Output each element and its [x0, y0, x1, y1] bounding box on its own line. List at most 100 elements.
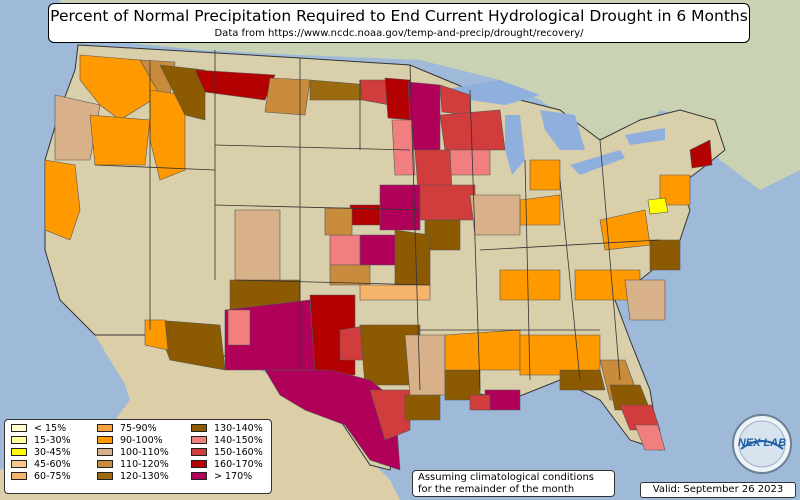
region-va [599, 209, 651, 251]
legend-column-2: 75-90% 90-100% 100-110% 110-120% 120-130… [97, 422, 169, 482]
legend-item: 130-140% [191, 422, 263, 434]
baja-land [95, 335, 170, 420]
legend-label: 110-120% [120, 458, 169, 470]
legend-item: 110-120% [97, 458, 169, 470]
legend: < 15% 15-30% 30-45% 45-60% 60-75% 75-90%… [4, 419, 272, 494]
legend-swatch [97, 424, 113, 432]
region-il-north [444, 149, 491, 176]
legend-swatch [191, 424, 207, 432]
nexlab-logo-icon: NEX LAB [732, 414, 792, 474]
legend-item: > 170% [191, 470, 263, 482]
legend-column-3: 130-140% 140-150% 150-160% 160-170% > 17… [191, 422, 263, 482]
legend-label: 140-150% [214, 434, 263, 446]
legend-item: 100-110% [97, 446, 169, 458]
region-or-coast [54, 94, 101, 161]
region-ca-north [44, 159, 81, 241]
title-box: Percent of Normal Precipitation Required… [48, 3, 750, 43]
legend-label: 90-100% [120, 434, 163, 446]
region-tx-gulf [404, 394, 441, 421]
lake-michigan [505, 115, 525, 175]
region-or-central [89, 114, 151, 166]
region-nj [689, 139, 713, 169]
lake-superior [440, 80, 540, 105]
region-co [234, 209, 281, 281]
lake-ontario [625, 128, 665, 145]
region-montana-east [264, 77, 311, 116]
map-subtitle: Data from https://www.ncdc.noaa.gov/temp… [214, 28, 584, 39]
note-line-1: Assuming climatological conditions [418, 472, 594, 483]
legend-swatch [97, 448, 113, 456]
region-la-coast [469, 394, 491, 411]
legend-label: 15-30% [34, 434, 71, 446]
region-tn [499, 269, 561, 301]
region-md [659, 174, 691, 206]
region-ok-west [329, 264, 371, 286]
legend-swatch [191, 448, 207, 456]
region-oh [529, 159, 561, 191]
lake-huron [540, 110, 585, 150]
assumption-note: Assuming climatological conditions for t… [412, 470, 615, 497]
region-il-south [469, 194, 521, 236]
legend-swatch [11, 436, 27, 444]
legend-swatch [11, 460, 27, 468]
legend-swatch [97, 472, 113, 480]
region-fl-south [634, 424, 666, 451]
region-sc [624, 279, 666, 321]
legend-item: 160-170% [191, 458, 263, 470]
legend-swatch [191, 472, 207, 480]
legend-label: 150-160% [214, 446, 263, 458]
region-al-ga [519, 334, 601, 376]
legend-label: 100-110% [120, 446, 169, 458]
region-idaho-north [159, 64, 206, 121]
region-az-east [227, 309, 251, 346]
region-fl-central [619, 404, 661, 431]
legend-swatch [191, 460, 207, 468]
legend-swatch [11, 424, 27, 432]
legend-item: 60-75% [11, 470, 71, 482]
legend-label: 160-170% [214, 458, 263, 470]
region-wi-east [439, 109, 506, 151]
legend-label: 45-60% [34, 458, 71, 470]
region-nc-coast [649, 239, 681, 271]
legend-label: > 170% [214, 470, 253, 482]
region-ks-nw [324, 207, 353, 236]
legend-item: 150-160% [191, 446, 263, 458]
region-tx-east [369, 389, 411, 441]
lake-erie [570, 150, 625, 175]
legend-swatch [11, 472, 27, 480]
map-title: Percent of Normal Precipitation Required… [50, 7, 748, 25]
legend-label: 30-45% [34, 446, 71, 458]
region-de [647, 197, 669, 215]
valid-date: Valid: September 26 2023 [640, 482, 796, 498]
legend-swatch [97, 436, 113, 444]
region-tx [264, 369, 401, 471]
region-ia-east [414, 149, 453, 191]
note-line-2: for the remainder of the month [418, 484, 575, 495]
region-ok-east [394, 229, 431, 286]
legend-item: 15-30% [11, 434, 71, 446]
logo-text: NEX LAB [738, 437, 786, 449]
legend-column-1: < 15% 15-30% 30-45% 45-60% 60-75% [11, 422, 71, 482]
legend-label: 130-140% [214, 422, 263, 434]
region-ks-west [329, 234, 361, 266]
region-ok-north [359, 234, 401, 266]
legend-item: 120-130% [97, 470, 169, 482]
legend-item: 140-150% [191, 434, 263, 446]
region-ks-north [349, 204, 381, 226]
region-ar [404, 334, 446, 396]
legend-label: 75-90% [120, 422, 157, 434]
region-fl-panhandle [559, 369, 606, 391]
legend-label: 60-75% [34, 470, 71, 482]
legend-label: < 15% [34, 422, 67, 434]
legend-label: 120-130% [120, 470, 169, 482]
legend-item: < 15% [11, 422, 71, 434]
legend-swatch [97, 460, 113, 468]
legend-item: 30-45% [11, 446, 71, 458]
region-ok-south [359, 284, 431, 301]
region-mo-north [419, 184, 476, 221]
legend-item: 90-100% [97, 434, 169, 446]
drought-regions [44, 54, 713, 471]
legend-swatch [11, 448, 27, 456]
state-borders [94, 50, 661, 391]
legend-item: 45-60% [11, 458, 71, 470]
